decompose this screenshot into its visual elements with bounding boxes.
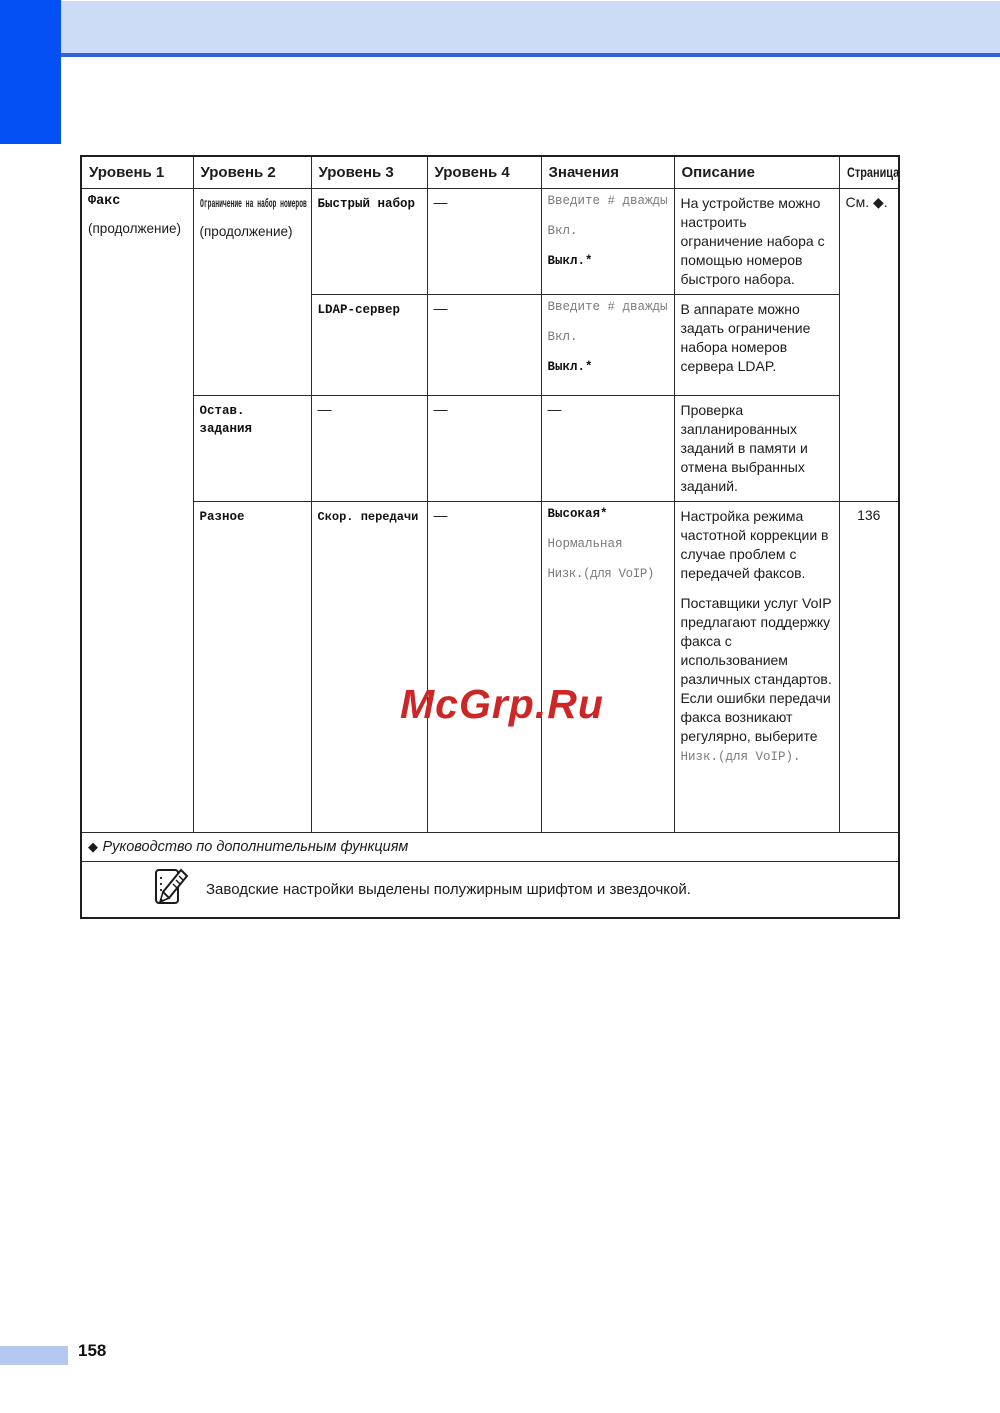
note-pencil-icon [152, 867, 190, 912]
level2-name-text: Ограничение на набор номеров [199, 196, 307, 211]
table-row-speed-dial: Факс (продолжение) Ограничение на набор … [80, 187, 900, 833]
value-default: Выкл.* [547, 253, 593, 268]
col-header-page-label: Страница [846, 163, 899, 180]
cell-level2-dial-restriction: Ограничение на набор номеров (продолжени… [192, 187, 312, 396]
cell-description-misc: Настройка режима частотной коррекции в с… [673, 500, 840, 833]
cell-values-ldap: Введите # дважды Вкл. Выкл.* [540, 293, 675, 396]
cell-page-ref: См. ◆. [838, 187, 900, 502]
menu-settings-table: Уровень 1 Уровень 2 Уровень 3 Уровень 4 … [80, 155, 900, 919]
diamond-icon: ◆ [88, 838, 98, 854]
cell-level3-tx-speed: Скор. передачи [310, 500, 428, 833]
cell-level2-remaining-jobs: Остав. задания [192, 394, 312, 502]
guide-reference-text: Руководство по дополнительным функциям [102, 838, 409, 855]
description-code-value: Низк.(для VoIP). [680, 749, 801, 764]
value-default: Выкл.* [547, 359, 593, 374]
level1-continued: (продолжение) [88, 220, 182, 236]
em-dash: — [433, 299, 448, 316]
cell-level2-misc: Разное [192, 500, 312, 833]
table-header-row: Уровень 1 Уровень 2 Уровень 3 Уровень 4 … [80, 155, 900, 189]
description-text: Поставщики услуг VoIP предлагают поддерж… [681, 594, 833, 767]
left-accent-bar [0, 0, 61, 144]
em-dash: — [317, 400, 332, 417]
note-content: Заводские настройки выделены полужирным … [88, 867, 892, 912]
description-text: Настройка режима частотной коррекции в с… [680, 507, 829, 581]
factory-settings-note: Заводские настройки выделены полужирным … [206, 880, 691, 898]
cell-page-number: 136 [838, 500, 900, 833]
value-option: Введите # дважды [547, 193, 668, 208]
cell-level3-ldap: LDAP-сервер [310, 293, 428, 396]
cell-guide-note: ◆ Руководство по дополнительным функциям [80, 831, 900, 862]
cell-level1-fax: Факс (продолжение) [80, 187, 194, 833]
cell-level4-dash: — [426, 500, 542, 833]
level2-label: Разное [199, 509, 245, 524]
table-row-remaining-jobs: Остав. задания — — — Проверка запланиров… [81, 394, 899, 502]
value-option: Низк.(для VoIP) [547, 566, 655, 581]
page-number-bar [0, 1346, 68, 1365]
cell-description-ldap: В аппарате можно задать ограничение набо… [673, 293, 840, 396]
col-header-level4: Уровень 4 [426, 155, 542, 189]
col-header-page: Страница [838, 155, 900, 189]
col-header-level3: Уровень 3 [310, 155, 428, 189]
cell-factory-note: Заводские настройки выделены полужирным … [80, 860, 900, 918]
table-footer-guide-row: ◆ Руководство по дополнительным функциям [80, 831, 900, 862]
em-dash: — [433, 400, 448, 417]
page-number: 158 [78, 1341, 107, 1360]
table-footer-note-row: Заводские настройки выделены полужирным … [80, 860, 900, 918]
value-option: Вкл. [547, 223, 578, 238]
description-text: На устройстве можно настроить ограничени… [680, 194, 825, 287]
level2-label: Остав. задания [199, 403, 253, 436]
em-dash: — [547, 400, 562, 417]
value-option: Вкл. [547, 329, 578, 344]
cell-description-remaining-jobs: Проверка запланированных заданий в памят… [673, 394, 840, 502]
page-reference: См. ◆. [845, 193, 888, 210]
level3-label: Быстрый набор [317, 196, 416, 211]
em-dash: — [433, 506, 448, 523]
table-row-misc: Разное Скор. передачи — Высокая* Нормаль… [81, 500, 900, 833]
cell-level4-dash: — [426, 187, 542, 295]
cell-level4-dash: — [426, 394, 542, 502]
level2-name: Ограничение на набор номеров [199, 194, 307, 212]
cell-level4-dash: — [426, 293, 542, 396]
value-default: Высокая* [547, 506, 608, 521]
cell-level3-speed-dial: Быстрый набор [310, 187, 428, 295]
cell-level3-dash: — [310, 394, 428, 502]
em-dash: — [433, 193, 448, 210]
level3-label: LDAP-сервер [317, 302, 401, 317]
level2-continued: (продолжение) [199, 223, 293, 239]
watermark-text: McGrp.Ru [400, 681, 604, 727]
cell-values-speed-dial: Введите # дважды Вкл. Выкл.* [540, 187, 675, 295]
col-header-level1: Уровень 1 [80, 155, 194, 189]
value-option: Введите # дважды [547, 299, 668, 314]
col-header-values: Значения [540, 155, 675, 189]
col-header-level2: Уровень 2 [192, 155, 312, 189]
level3-label: Скор. передачи [317, 509, 419, 524]
cell-values-misc: Высокая* Нормальная Низк.(для VoIP) [540, 500, 675, 833]
description-text-part: Поставщики услуг VoIP предлагают поддерж… [680, 594, 832, 744]
page-reference: 136 [857, 506, 881, 523]
level1-name: Факс [88, 193, 121, 209]
description-text: В аппарате можно задать ограничение набо… [680, 300, 811, 374]
description-text: Проверка запланированных заданий в памят… [680, 401, 808, 494]
top-header-band [61, 1, 1000, 57]
cell-values-dash: — [540, 394, 675, 502]
cell-description-speed-dial: На устройстве можно настроить ограничени… [673, 187, 840, 295]
value-option: Нормальная [547, 536, 623, 551]
table-row-ldap: LDAP-сервер — Введите # дважды Вкл. Выкл… [81, 293, 899, 396]
col-header-description: Описание [673, 155, 840, 189]
